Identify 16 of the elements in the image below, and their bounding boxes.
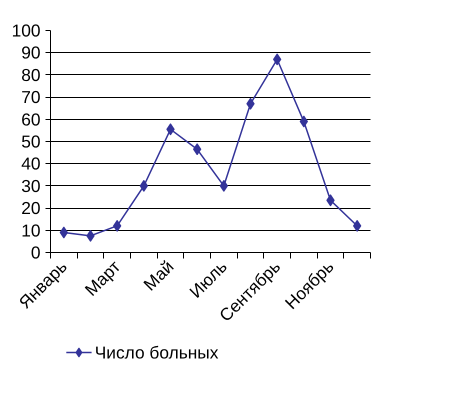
y-tick-label: 40 — [21, 154, 41, 174]
y-tick-label: 50 — [21, 132, 41, 152]
point — [326, 194, 335, 206]
point — [166, 123, 175, 136]
y-tick-label: 60 — [21, 109, 41, 130]
y-tick-label: 10 — [21, 220, 41, 240]
y-tick-label: 90 — [21, 42, 41, 63]
y-tick-label: 70 — [21, 87, 41, 108]
y-tick-label: 0 — [30, 242, 41, 262]
point — [86, 230, 95, 242]
y-tick-label: 100 — [12, 20, 41, 40]
point — [246, 98, 255, 110]
legend-label: Число больных — [94, 342, 219, 362]
y-tick-label: 80 — [21, 64, 41, 85]
y-tick-label: 20 — [21, 198, 41, 218]
y-tick-label: 30 — [21, 176, 41, 196]
